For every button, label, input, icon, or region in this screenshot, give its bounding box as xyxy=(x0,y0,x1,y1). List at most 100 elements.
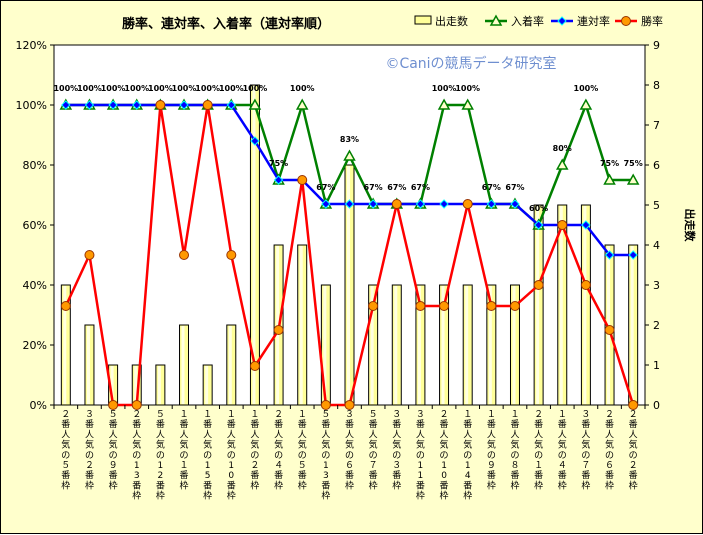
data-label: 67% xyxy=(364,183,383,192)
data-label: 80% xyxy=(553,144,572,153)
point-triangle xyxy=(295,98,309,110)
x-tick-label: １番人気の９番枠 xyxy=(487,410,496,491)
data-label: 83% xyxy=(340,135,359,144)
y-left-tick-label: 100% xyxy=(16,99,47,112)
x-tick-label: ２番人気の２番枠 xyxy=(629,410,638,491)
data-label: 67% xyxy=(411,183,430,192)
bar-highlight xyxy=(228,326,232,404)
bar-highlight xyxy=(512,286,516,404)
data-label: 100% xyxy=(77,84,102,93)
point-circle xyxy=(297,175,308,185)
x-tick-label: ２番人気の 1 0 番枠 xyxy=(440,410,449,502)
y-left-tick-label: 40% xyxy=(23,279,47,292)
point-triangle xyxy=(626,173,640,185)
point-circle xyxy=(344,400,355,410)
y-right-tick-label: 5 xyxy=(653,199,660,212)
data-label: 100% xyxy=(101,84,126,93)
point-triangle xyxy=(248,98,262,110)
data-label: 100% xyxy=(148,84,173,93)
x-tick-label: １番人気の 1 4 番枠 xyxy=(463,410,472,502)
point-circle xyxy=(226,250,237,260)
data-label: 100% xyxy=(219,84,244,93)
y-left-tick-label: 60% xyxy=(23,219,47,232)
bar-highlight xyxy=(394,286,398,404)
x-tick-label: ３番人気の６番枠 xyxy=(345,410,354,491)
point-diamond xyxy=(132,100,142,110)
y-right-tick-label: 7 xyxy=(653,119,660,132)
data-label: 100% xyxy=(243,84,268,93)
point-diamond xyxy=(604,250,615,260)
bar-highlight xyxy=(417,286,421,404)
bar-highlight xyxy=(607,246,611,404)
point-circle xyxy=(108,400,119,410)
y-left-tick-label: 80% xyxy=(23,159,47,172)
point-diamond xyxy=(61,100,71,110)
legend-marker xyxy=(621,16,631,26)
y-right-tick-label: 3 xyxy=(653,279,660,292)
legend-label: 出走数 xyxy=(435,14,468,28)
x-tick-label: ３番人気の３番枠 xyxy=(392,410,401,491)
x-tick-label: ５番人気の７番枠 xyxy=(369,410,378,491)
bar-highlight xyxy=(134,366,138,404)
point-triangle xyxy=(579,98,593,110)
legend-label: 勝率 xyxy=(641,14,663,28)
x-tick-label: ３番人気の 1 1 番枠 xyxy=(416,410,425,502)
point-diamond xyxy=(628,250,638,260)
point-circle xyxy=(155,100,166,110)
bar-highlight xyxy=(583,206,587,404)
point-circle xyxy=(415,301,426,311)
data-label: 100% xyxy=(53,84,78,93)
x-tick-label: ２番人気の１番枠 xyxy=(534,410,543,491)
x-tick-label: ２番人気の４番枠 xyxy=(274,410,283,491)
data-label: 100% xyxy=(172,84,197,93)
point-triangle xyxy=(555,158,569,170)
point-diamond xyxy=(533,220,544,230)
point-circle xyxy=(368,301,379,311)
bar-highlight xyxy=(630,246,634,404)
point-circle xyxy=(604,325,615,335)
x-tick-label: １番人気の２番枠 xyxy=(250,410,259,491)
point-diamond xyxy=(368,199,378,209)
point-circle xyxy=(84,250,95,260)
point-diamond xyxy=(581,220,591,230)
data-label: 60% xyxy=(529,204,548,213)
data-label: 100% xyxy=(195,84,220,93)
legend-label: 入着率 xyxy=(511,14,544,28)
x-tick-label: ５番人気の 1 3 番枠 xyxy=(321,410,330,502)
point-diamond xyxy=(108,100,118,110)
data-label: 75% xyxy=(600,159,619,168)
legend-label: 連対率 xyxy=(577,14,610,28)
x-tick-label: １番人気の１番枠 xyxy=(180,410,189,491)
point-circle xyxy=(391,199,402,209)
point-diamond xyxy=(510,199,520,209)
bar-highlight xyxy=(323,286,327,404)
bar-highlight xyxy=(465,286,469,404)
x-tick-label: １番人気の８番枠 xyxy=(510,410,519,491)
bar-highlight xyxy=(86,326,90,404)
point-circle xyxy=(439,301,450,311)
y-right-tick-label: 4 xyxy=(653,239,660,252)
y-left-tick-label: 120% xyxy=(16,39,47,52)
data-label: 100% xyxy=(432,84,457,93)
point-circle xyxy=(273,325,284,335)
y-right-tick-label: 6 xyxy=(653,159,660,172)
y-right-tick-label: 0 xyxy=(653,399,660,412)
bar-highlight xyxy=(299,246,303,404)
bar-highlight xyxy=(110,366,114,404)
bar-highlight xyxy=(559,206,563,404)
point-diamond xyxy=(344,199,355,209)
x-tick-label: ２番人気の 1 3 番枠 xyxy=(132,410,141,502)
point-circle xyxy=(628,400,639,410)
point-triangle xyxy=(603,173,616,185)
bar-highlight xyxy=(205,366,209,404)
bar-highlight xyxy=(181,326,185,404)
point-circle xyxy=(509,301,520,311)
x-tick-label: ２番人気の５番枠 xyxy=(61,410,70,491)
point-triangle xyxy=(343,149,356,161)
point-circle xyxy=(249,361,260,371)
y-axis-right-label: 出走数 xyxy=(683,209,697,243)
bar-highlight xyxy=(347,166,351,404)
x-tick-label: ５番人気の 1 2 番枠 xyxy=(156,410,165,502)
point-circle xyxy=(320,400,331,410)
point-circle xyxy=(557,220,568,230)
